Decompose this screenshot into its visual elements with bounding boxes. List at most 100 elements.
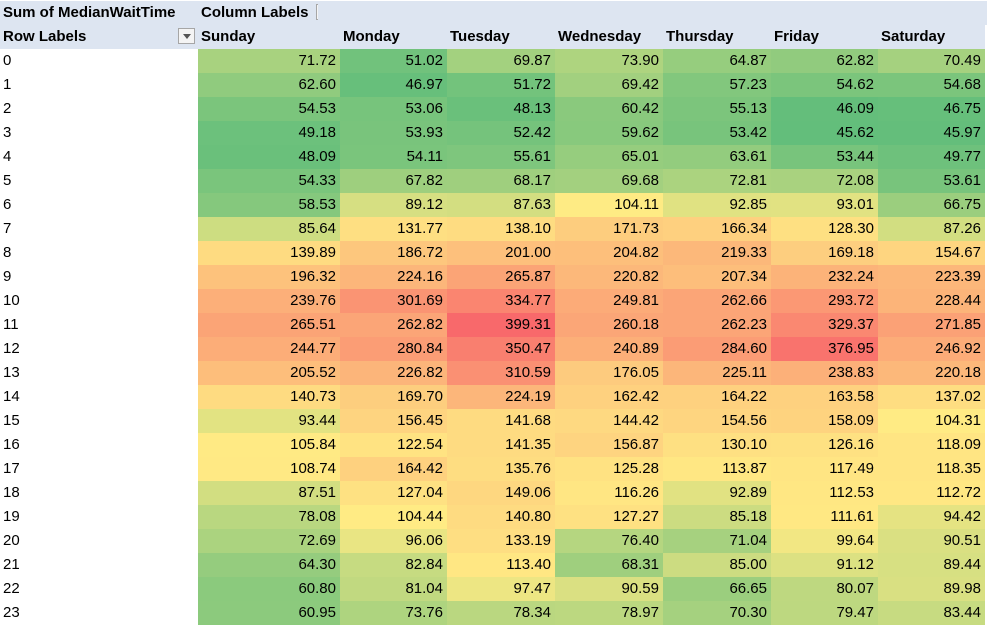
table-cell[interactable]: 163.58 <box>771 385 878 409</box>
table-cell[interactable]: 66.75 <box>878 193 985 217</box>
table-cell[interactable]: 113.40 <box>447 553 555 577</box>
table-cell[interactable]: 79.47 <box>771 601 878 625</box>
table-cell[interactable]: 201.00 <box>447 241 555 265</box>
row-label[interactable]: 22 <box>0 577 198 601</box>
column-header-saturday[interactable]: Saturday <box>878 25 985 49</box>
table-cell[interactable]: 85.00 <box>663 553 771 577</box>
table-cell[interactable]: 104.11 <box>555 193 663 217</box>
row-label[interactable]: 0 <box>0 49 198 73</box>
table-cell[interactable]: 81.04 <box>340 577 447 601</box>
table-cell[interactable]: 205.52 <box>198 361 340 385</box>
table-cell[interactable]: 228.44 <box>878 289 985 313</box>
table-cell[interactable]: 141.68 <box>447 409 555 433</box>
row-label[interactable]: 20 <box>0 529 198 553</box>
column-header-friday[interactable]: Friday <box>771 25 878 49</box>
table-cell[interactable]: 96.06 <box>340 529 447 553</box>
table-cell[interactable]: 310.59 <box>447 361 555 385</box>
column-labels-header[interactable]: Column Labels <box>198 1 318 25</box>
table-cell[interactable]: 45.97 <box>878 121 985 145</box>
table-cell[interactable]: 164.22 <box>663 385 771 409</box>
table-cell[interactable]: 76.40 <box>555 529 663 553</box>
table-cell[interactable]: 87.51 <box>198 481 340 505</box>
row-label[interactable]: 10 <box>0 289 198 313</box>
table-cell[interactable]: 139.89 <box>198 241 340 265</box>
table-cell[interactable]: 54.62 <box>771 73 878 97</box>
table-cell[interactable]: 64.30 <box>198 553 340 577</box>
table-cell[interactable]: 55.13 <box>663 97 771 121</box>
table-cell[interactable]: 53.44 <box>771 145 878 169</box>
table-cell[interactable]: 65.01 <box>555 145 663 169</box>
table-cell[interactable]: 130.10 <box>663 433 771 457</box>
table-cell[interactable]: 73.90 <box>555 49 663 73</box>
table-cell[interactable]: 85.64 <box>198 217 340 241</box>
table-cell[interactable]: 92.85 <box>663 193 771 217</box>
table-cell[interactable]: 51.72 <box>447 73 555 97</box>
table-cell[interactable]: 73.76 <box>340 601 447 625</box>
table-cell[interactable]: 260.18 <box>555 313 663 337</box>
column-header-monday[interactable]: Monday <box>340 25 447 49</box>
table-cell[interactable]: 92.89 <box>663 481 771 505</box>
row-label[interactable]: 15 <box>0 409 198 433</box>
row-label[interactable]: 19 <box>0 505 198 529</box>
row-label[interactable]: 13 <box>0 361 198 385</box>
table-cell[interactable]: 293.72 <box>771 289 878 313</box>
table-cell[interactable]: 48.13 <box>447 97 555 121</box>
column-header-wednesday[interactable]: Wednesday <box>555 25 663 49</box>
table-cell[interactable]: 53.61 <box>878 169 985 193</box>
table-cell[interactable]: 72.81 <box>663 169 771 193</box>
table-cell[interactable]: 158.09 <box>771 409 878 433</box>
table-cell[interactable]: 112.72 <box>878 481 985 505</box>
table-cell[interactable]: 113.87 <box>663 457 771 481</box>
table-cell[interactable]: 204.82 <box>555 241 663 265</box>
table-cell[interactable]: 69.68 <box>555 169 663 193</box>
table-cell[interactable]: 72.69 <box>198 529 340 553</box>
table-cell[interactable]: 224.19 <box>447 385 555 409</box>
row-label[interactable]: 4 <box>0 145 198 169</box>
table-cell[interactable]: 154.56 <box>663 409 771 433</box>
table-cell[interactable]: 116.26 <box>555 481 663 505</box>
table-cell[interactable]: 60.80 <box>198 577 340 601</box>
table-cell[interactable]: 262.23 <box>663 313 771 337</box>
row-label[interactable]: 17 <box>0 457 198 481</box>
table-cell[interactable]: 112.53 <box>771 481 878 505</box>
table-cell[interactable]: 171.73 <box>555 217 663 241</box>
table-cell[interactable]: 207.34 <box>663 265 771 289</box>
table-cell[interactable]: 46.97 <box>340 73 447 97</box>
column-header-thursday[interactable]: Thursday <box>663 25 771 49</box>
table-cell[interactable]: 45.62 <box>771 121 878 145</box>
table-cell[interactable]: 89.44 <box>878 553 985 577</box>
table-cell[interactable]: 135.76 <box>447 457 555 481</box>
table-cell[interactable]: 93.44 <box>198 409 340 433</box>
table-cell[interactable]: 239.76 <box>198 289 340 313</box>
table-cell[interactable]: 244.77 <box>198 337 340 361</box>
table-cell[interactable]: 156.87 <box>555 433 663 457</box>
table-cell[interactable]: 78.34 <box>447 601 555 625</box>
table-cell[interactable]: 105.84 <box>198 433 340 457</box>
table-cell[interactable]: 162.42 <box>555 385 663 409</box>
table-cell[interactable]: 169.18 <box>771 241 878 265</box>
table-cell[interactable]: 72.08 <box>771 169 878 193</box>
table-cell[interactable]: 246.92 <box>878 337 985 361</box>
table-cell[interactable]: 232.24 <box>771 265 878 289</box>
table-cell[interactable]: 91.12 <box>771 553 878 577</box>
table-cell[interactable]: 90.59 <box>555 577 663 601</box>
row-label[interactable]: 9 <box>0 265 198 289</box>
column-header-tuesday[interactable]: Tuesday <box>447 25 555 49</box>
table-cell[interactable]: 125.28 <box>555 457 663 481</box>
row-label[interactable]: 16 <box>0 433 198 457</box>
table-cell[interactable]: 53.06 <box>340 97 447 121</box>
row-label[interactable]: 2 <box>0 97 198 121</box>
table-cell[interactable]: 131.77 <box>340 217 447 241</box>
table-cell[interactable]: 60.42 <box>555 97 663 121</box>
table-cell[interactable]: 399.31 <box>447 313 555 337</box>
column-header-sunday[interactable]: Sunday <box>198 25 340 49</box>
table-cell[interactable]: 223.39 <box>878 265 985 289</box>
table-cell[interactable]: 127.04 <box>340 481 447 505</box>
table-cell[interactable]: 154.67 <box>878 241 985 265</box>
table-cell[interactable]: 224.16 <box>340 265 447 289</box>
table-cell[interactable]: 219.33 <box>663 241 771 265</box>
table-cell[interactable]: 329.37 <box>771 313 878 337</box>
table-cell[interactable]: 59.62 <box>555 121 663 145</box>
table-cell[interactable]: 58.53 <box>198 193 340 217</box>
table-cell[interactable]: 68.31 <box>555 553 663 577</box>
